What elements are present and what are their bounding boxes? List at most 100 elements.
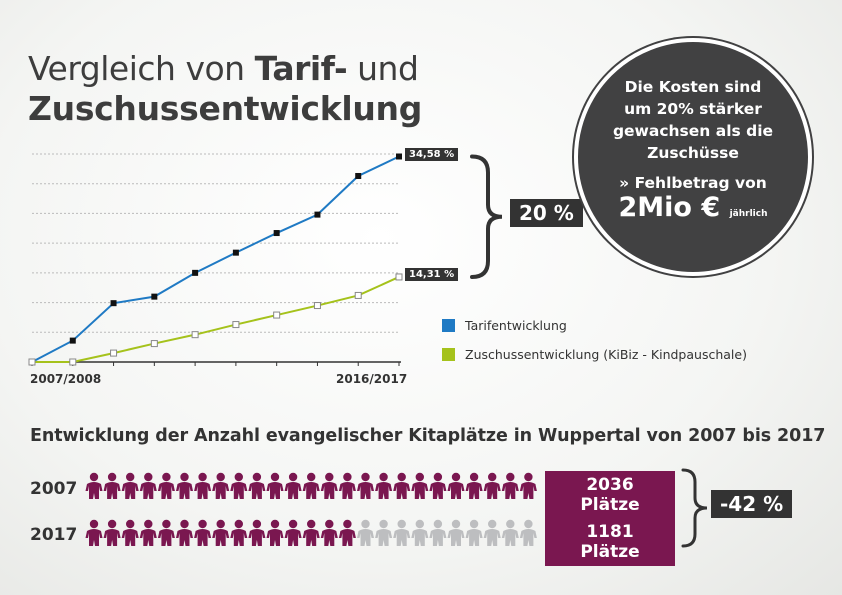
difference-badge: 20 % [510,199,583,227]
child-body [230,529,248,546]
data-point-tarif [314,211,321,218]
child-icon [357,519,374,546]
title-bold-text: Tarif- [254,49,348,88]
child-icon [501,472,519,499]
child-icon [212,472,230,499]
legend-swatch-blue [442,319,455,332]
child-head [216,472,225,482]
child-head [379,519,388,529]
child-head [488,519,497,529]
child-icon [338,519,356,546]
series-line-tarif [31,155,400,363]
child-head [488,472,497,482]
data-point-zuschuss [110,349,118,357]
x-tick-start: 2007/2008 [30,372,102,386]
child-body [284,529,302,546]
child-head [524,519,533,529]
child-icon [375,519,393,546]
child-icon [320,519,338,546]
child-head [180,519,189,529]
row-year-2007: 2007 [30,479,78,499]
child-head [361,472,370,482]
series-end-label-zuschuss: 14,31 % [405,268,459,281]
child-icon [176,519,193,546]
child-body [411,529,429,546]
child-icon [157,519,175,546]
child-body [139,482,157,499]
child-icon [284,472,302,499]
child-icon [519,472,537,499]
child-body [483,482,501,499]
title-text-end: und [347,49,419,88]
child-head [107,472,117,482]
child-body [320,482,338,499]
change-badge: -42 % [711,490,793,518]
legend-label: Zuschussentwicklung (KiBiz - Kindpauscha… [465,347,747,362]
data-point-zuschuss [395,273,403,281]
child-head [325,472,334,482]
child-body [176,529,193,546]
data-point-zuschuss [273,311,281,319]
data-point-tarif [69,337,76,344]
legend-item-zuschuss: Zuschussentwicklung (KiBiz - Kindpauscha… [442,347,747,362]
child-body [320,529,338,546]
data-point-zuschuss [69,358,77,366]
child-body [375,529,393,546]
child-body [121,529,139,546]
child-body [103,529,121,546]
data-point-tarif [232,249,239,256]
child-body [194,529,212,546]
child-icon [121,472,139,499]
child-icon [447,519,465,546]
child-body [357,482,374,499]
data-point-tarif [192,269,199,276]
child-icon [375,472,393,499]
child-head [361,519,370,529]
child-icon [121,519,139,546]
child-icon [411,472,429,499]
child-body [465,482,483,499]
child-head [107,519,117,529]
child-icon [139,472,157,499]
child-head [433,472,443,482]
child-body [230,482,248,499]
difference-brace [470,154,503,279]
child-head [89,472,99,482]
child-head [162,472,171,482]
child-icon [429,519,447,546]
data-point-zuschuss [232,321,240,329]
callout-fehlbetrag: » Fehlbetrag von [619,174,767,192]
child-head [343,472,352,482]
x-tick-end: 2016/2017 [336,372,408,386]
child-head [234,472,243,482]
child-body [483,529,501,546]
child-icon [501,519,519,546]
child-body [357,529,374,546]
child-icon [411,519,429,546]
child-head [451,519,461,529]
pictogram-title: Entwicklung der Anzahl evangelischer Kit… [30,426,826,446]
child-icon [85,472,103,499]
child-icon [393,472,411,499]
callout-amount-suffix: jährlich [729,209,768,219]
child-head [451,472,461,482]
child-head [469,472,479,482]
child-head [198,472,207,482]
child-icon [176,472,193,499]
child-head [397,472,406,482]
data-point-zuschuss [191,331,199,339]
callout-line: Die Kosten sind [624,78,762,96]
child-body [447,529,465,546]
child-icon [248,519,266,546]
data-point-zuschuss [28,358,36,366]
title-text: Vergleich von [28,49,255,88]
child-head [252,472,262,482]
child-body [429,529,447,546]
data-point-tarif [273,230,280,237]
child-icon [357,472,374,499]
child-body [465,529,483,546]
child-body [447,482,465,499]
child-icon [266,472,284,499]
legend-swatch-green [442,348,455,361]
